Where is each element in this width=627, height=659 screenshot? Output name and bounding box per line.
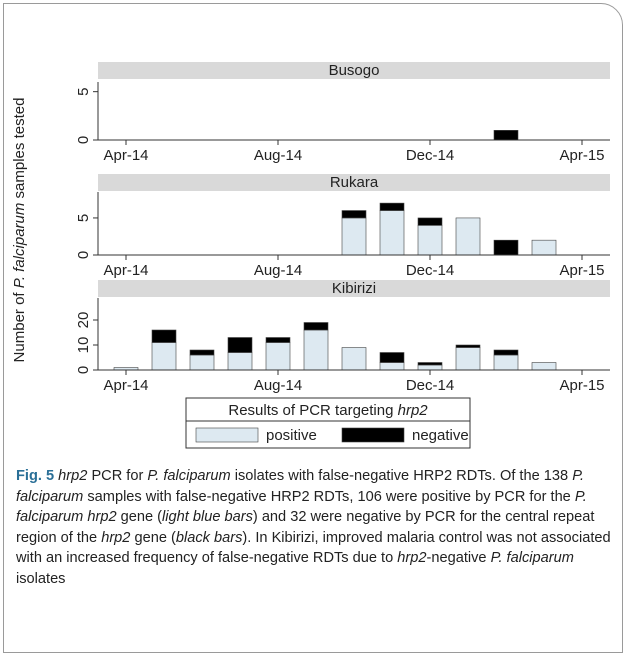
- bar: [417, 364, 443, 371]
- bar: [341, 217, 367, 256]
- text-segment: gene (: [130, 529, 176, 546]
- panel-header: [98, 280, 610, 297]
- bar: [417, 362, 443, 366]
- bar: [227, 352, 253, 371]
- bar: [227, 337, 253, 353]
- text-segment: samples with false-negative HRP2 RDTs, 1…: [83, 488, 575, 505]
- legend-swatch: [195, 427, 259, 443]
- bar: [189, 354, 215, 371]
- text-segment: P. falciparum: [490, 550, 574, 566]
- y-tick-label: 0: [75, 366, 92, 374]
- bar: [455, 344, 481, 348]
- text-segment: gene (: [116, 509, 163, 525]
- x-tick-label: Apr-15: [559, 262, 604, 279]
- x-tick-label: Apr-14: [103, 262, 148, 279]
- bar: [455, 217, 481, 256]
- text-segment: P. falciparum: [11, 203, 28, 289]
- chart: Busogo 0 5 Apr-14 Aug-14 Dec-14 Apr-15 Rukara 0 5…: [11, 62, 610, 449]
- x-tick-label: Aug-14: [254, 377, 302, 394]
- bar: [493, 239, 519, 256]
- bar: [531, 239, 557, 256]
- text-segment: Fig. 5: [16, 468, 55, 484]
- y-tick-label: 5: [75, 214, 92, 222]
- bar: [265, 337, 291, 343]
- text-segment: PCR for: [87, 468, 148, 484]
- text-segment: ) and 32 were negative by PCR for the ce…: [16, 509, 595, 546]
- text-segment: P. falciparum: [147, 468, 231, 484]
- bar: [417, 225, 443, 256]
- text-segment: black bars: [175, 529, 243, 546]
- bar: [265, 342, 291, 371]
- x-tick-label: Apr-15: [559, 147, 604, 164]
- x-tick-label: Dec-14: [406, 377, 454, 394]
- legend-label: negative: [412, 427, 469, 444]
- bar: [341, 347, 367, 371]
- y-tick-label: 0: [75, 251, 92, 259]
- text-segment: hrp2: [397, 550, 427, 566]
- text-segment: isolates with false-negative HRP2 RDTs. …: [230, 468, 573, 484]
- legend-swatch: [341, 427, 405, 443]
- bar: [303, 329, 329, 371]
- text-segment: isolates: [16, 570, 66, 587]
- x-tick-label: Dec-14: [406, 147, 454, 164]
- bar: [379, 202, 405, 211]
- x-tick-label: Dec-14: [406, 262, 454, 279]
- text-segment: Number of: [11, 288, 28, 362]
- y-tick-label: 0: [75, 136, 92, 144]
- text-segment: P. falciparum hrp2: [16, 488, 587, 526]
- panel-title: Kibirizi: [332, 280, 376, 297]
- panel-title: Rukara: [330, 174, 379, 191]
- y-axis-title: Number of P. falciparum samples tested: [11, 98, 28, 363]
- legend-label: positive: [266, 427, 317, 444]
- bar: [379, 210, 405, 256]
- text-segment: P. falciparum: [16, 468, 585, 505]
- text-segment: hrp2: [101, 529, 131, 546]
- x-tick-label: Apr-14: [103, 147, 148, 164]
- y-tick-label: 10: [75, 337, 92, 354]
- y-tick-label: 20: [75, 312, 92, 329]
- caption: Fig. 5 hrp2 PCR for P. falciparum isolat…: [16, 466, 616, 589]
- bar: [417, 217, 443, 226]
- panel-header: [98, 174, 610, 191]
- y-tick-label: 5: [75, 87, 92, 95]
- bar: [379, 352, 405, 363]
- text-segment: ). In Kibirizi, improved malaria control…: [16, 529, 611, 567]
- figure-frame: [3, 3, 623, 653]
- bar: [531, 362, 557, 371]
- bar: [493, 354, 519, 371]
- panel-title: Busogo: [329, 62, 380, 79]
- text-segment: hrp2: [58, 468, 88, 484]
- bar: [303, 322, 329, 331]
- bar: [379, 362, 405, 371]
- panel-header: [98, 62, 610, 79]
- bar: [493, 130, 519, 141]
- text-segment: light blue bars: [162, 509, 253, 525]
- x-tick-label: Aug-14: [254, 147, 302, 164]
- bar: [455, 347, 481, 371]
- bar: [189, 349, 215, 356]
- x-tick-label: Aug-14: [254, 262, 302, 279]
- x-tick-label: Apr-15: [559, 377, 604, 394]
- bar: [493, 349, 519, 356]
- bar: [151, 342, 177, 371]
- bar: [341, 210, 367, 219]
- text-segment: -negative: [426, 550, 491, 566]
- text-segment: hrp2: [398, 402, 429, 419]
- text-segment: Results of PCR targeting: [228, 402, 397, 419]
- text-segment: samples tested: [11, 98, 28, 203]
- x-tick-label: Apr-14: [103, 377, 148, 394]
- legend-title: Results of PCR targeting hrp2: [228, 402, 428, 419]
- bar: [151, 329, 177, 343]
